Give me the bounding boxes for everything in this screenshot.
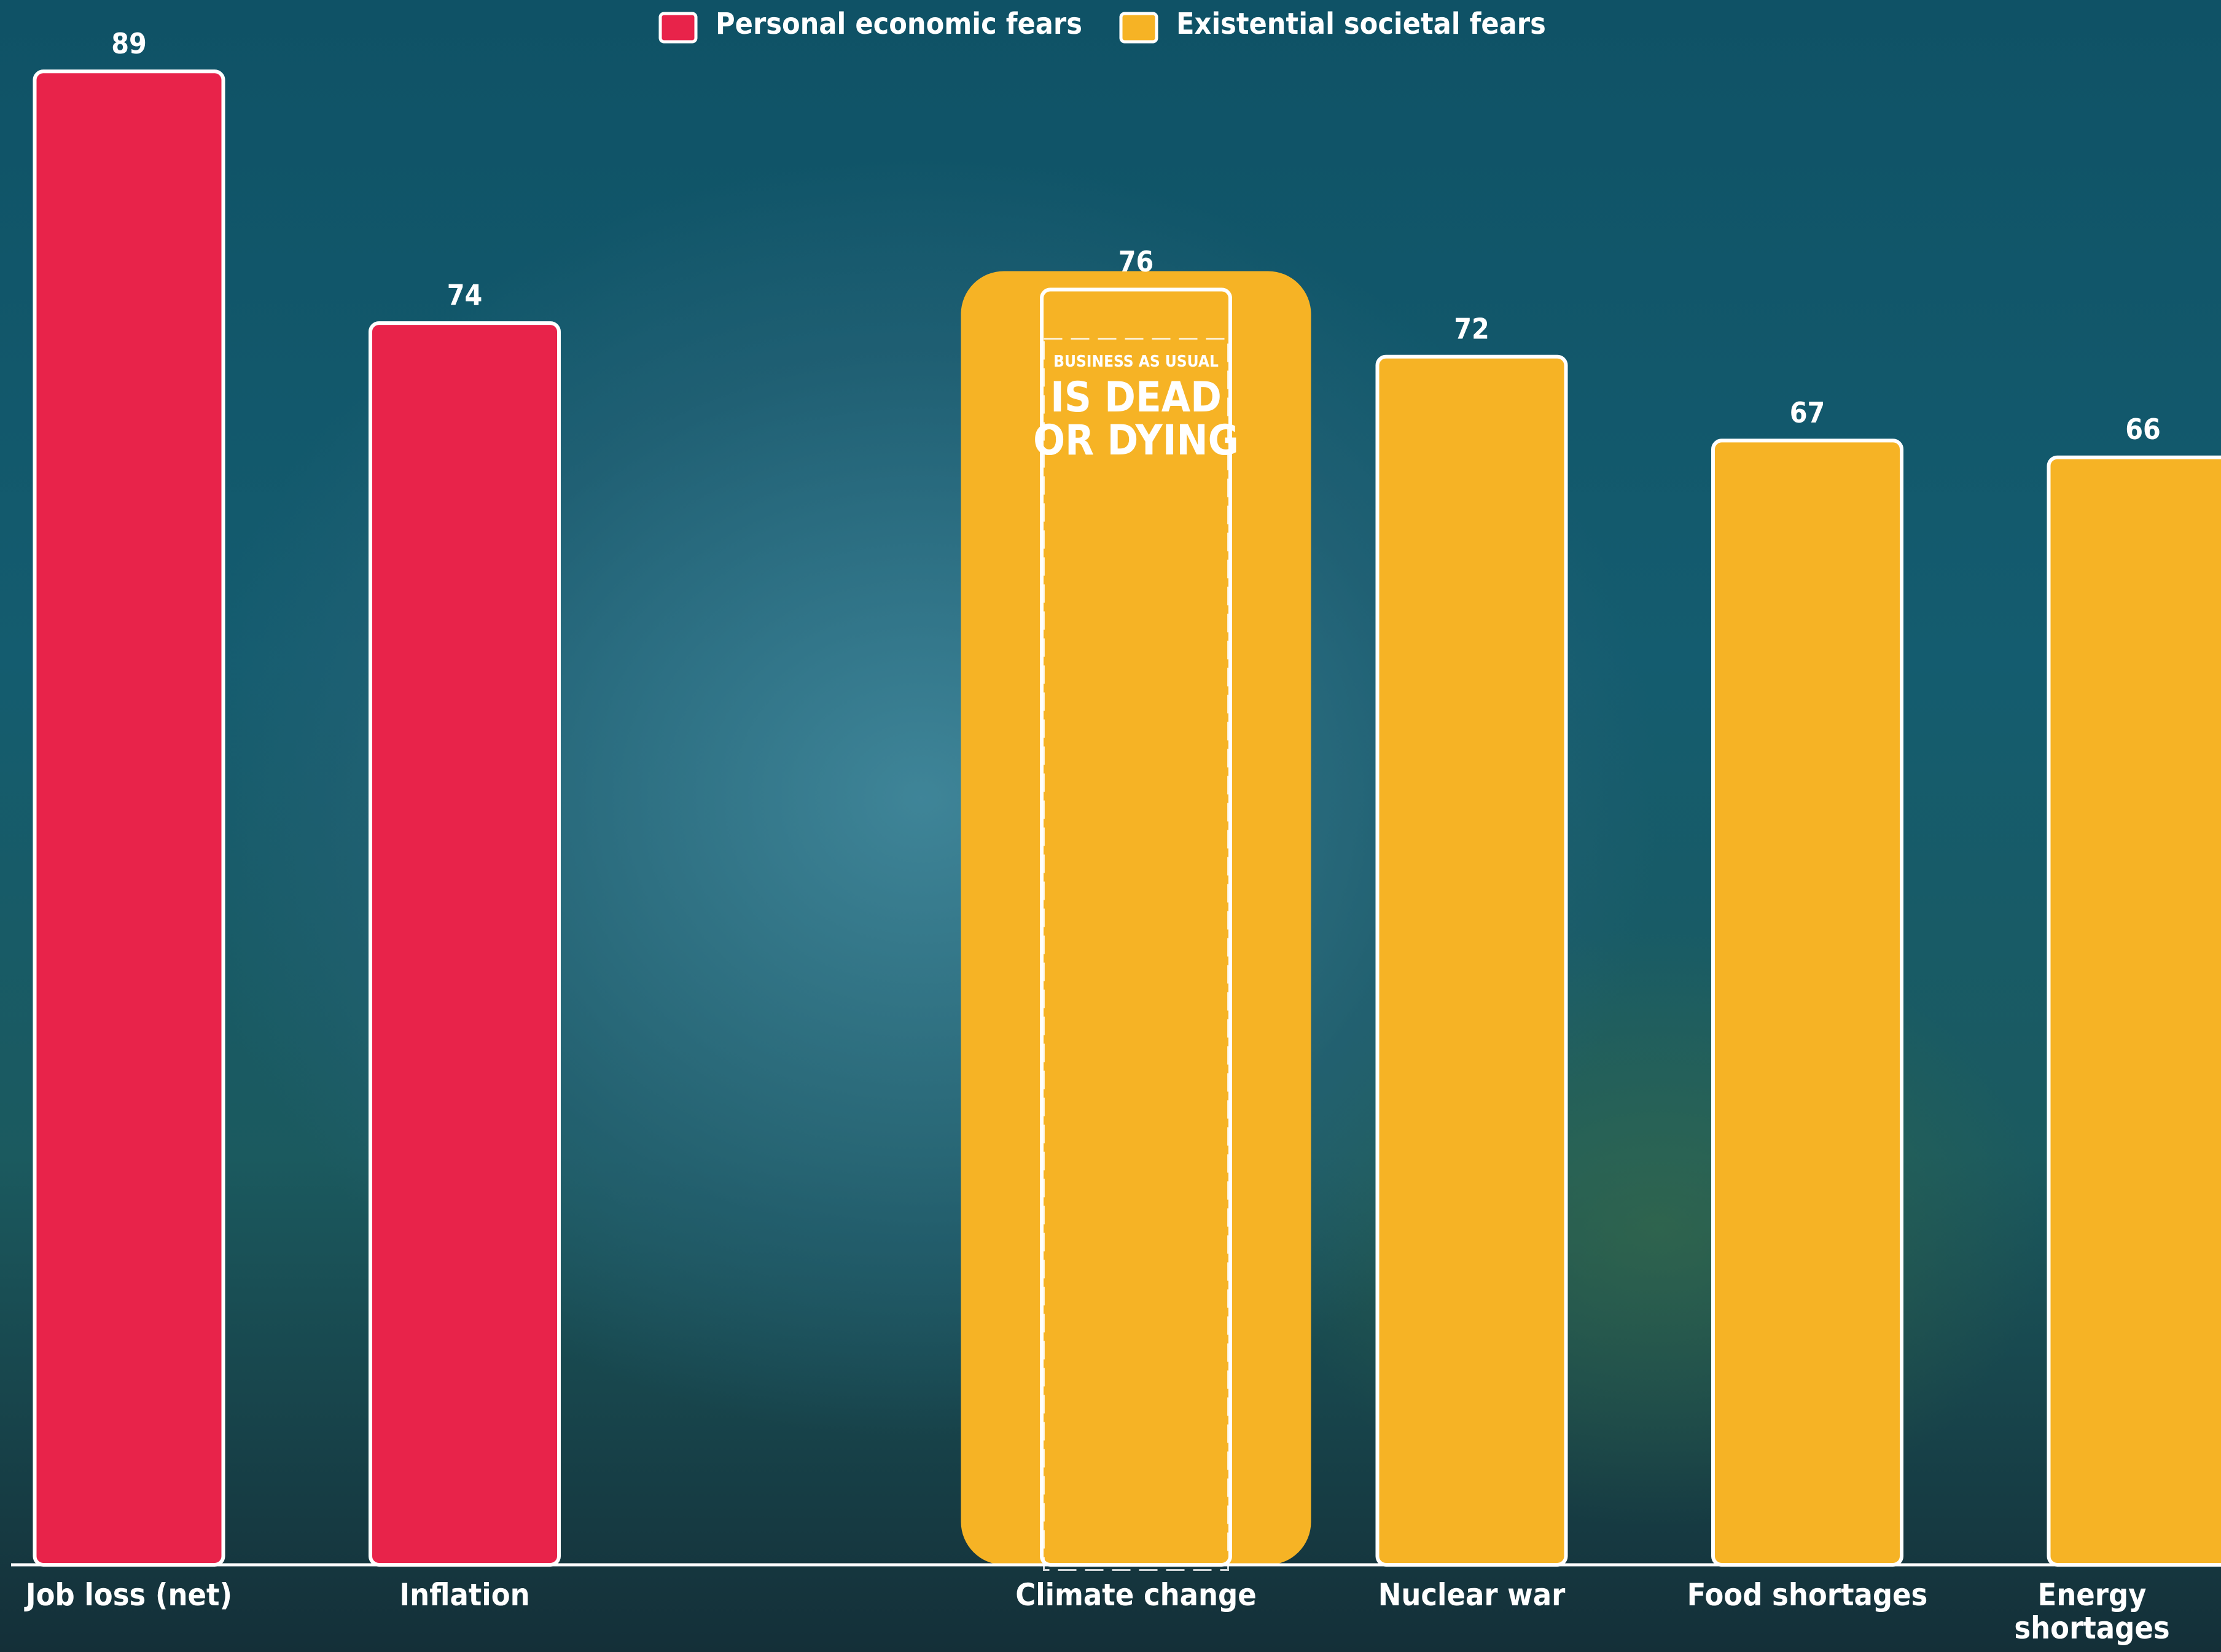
value-label: 72	[1454, 312, 1489, 345]
x-tick-label: Climate change	[1015, 1577, 1257, 1613]
x-tick-label: Food shortages	[1687, 1577, 1928, 1613]
value-label: 67	[1790, 396, 1825, 429]
bar	[33, 69, 225, 1567]
x-tick-label: Energy shortages	[2014, 1577, 2170, 1646]
annotation: IS DEAD	[1050, 373, 1222, 422]
bar	[2047, 455, 2221, 1567]
legend-label: Personal economic fears	[716, 7, 1082, 41]
annotation: OR DYING	[1033, 416, 1239, 465]
value-label: 89	[111, 27, 147, 60]
x-tick-label: Nuclear war	[1378, 1577, 1566, 1613]
annotation-box	[1043, 337, 1229, 1571]
legend-label: Existential societal fears	[1176, 7, 1546, 41]
annotation: BUSINESS AS USUAL	[1053, 353, 1219, 371]
x-tick-label: Job loss (net)	[25, 1577, 233, 1613]
value-label: 74	[447, 279, 483, 312]
bar	[369, 321, 561, 1567]
legend-swatch	[1119, 12, 1158, 44]
bar	[1375, 354, 1568, 1567]
bar	[1711, 438, 1903, 1567]
x-tick-label: Inflation	[399, 1577, 530, 1613]
value-label: 76	[1118, 245, 1154, 278]
legend-swatch	[658, 12, 698, 44]
bar	[1040, 287, 1232, 1567]
value-label: 66	[2125, 413, 2161, 446]
